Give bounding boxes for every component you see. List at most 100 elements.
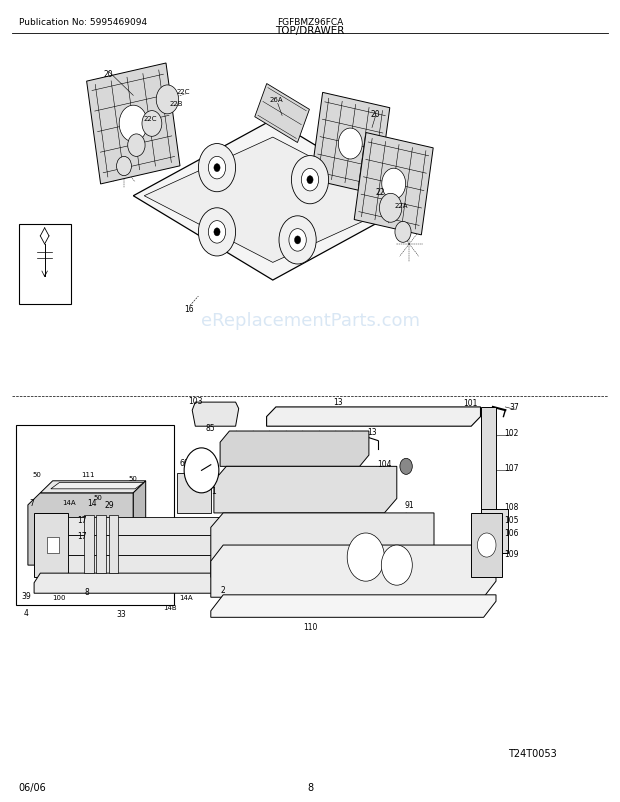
Text: 8: 8 <box>84 587 89 597</box>
Text: 2: 2 <box>221 585 226 594</box>
Bar <box>19 225 71 305</box>
Text: 13: 13 <box>367 427 377 436</box>
Text: 8: 8 <box>307 782 313 792</box>
Text: 12: 12 <box>200 472 210 481</box>
Text: 17: 17 <box>77 531 87 541</box>
Polygon shape <box>192 403 239 427</box>
Text: 26A: 26A <box>270 97 283 103</box>
Circle shape <box>142 111 162 137</box>
Text: 105: 105 <box>504 515 519 525</box>
Circle shape <box>184 448 219 493</box>
Text: 29: 29 <box>104 500 114 510</box>
Text: 06/06: 06/06 <box>19 782 46 792</box>
Text: 20: 20 <box>104 70 113 79</box>
Text: 102: 102 <box>504 428 519 438</box>
Polygon shape <box>96 515 106 573</box>
Polygon shape <box>177 473 211 513</box>
Polygon shape <box>84 515 94 573</box>
Polygon shape <box>46 537 59 553</box>
Text: 110: 110 <box>303 622 317 632</box>
Text: 50: 50 <box>32 472 41 478</box>
Text: T24T0053: T24T0053 <box>508 748 557 758</box>
Text: 100: 100 <box>52 594 66 601</box>
Circle shape <box>119 106 148 143</box>
Circle shape <box>117 157 131 176</box>
Polygon shape <box>211 545 496 597</box>
Text: 101: 101 <box>463 398 477 407</box>
Text: 14: 14 <box>87 498 97 508</box>
Text: 14A: 14A <box>179 594 193 601</box>
Polygon shape <box>133 481 146 553</box>
Circle shape <box>379 194 402 223</box>
Text: 111: 111 <box>81 472 95 478</box>
Text: 108: 108 <box>504 502 519 512</box>
Polygon shape <box>144 138 401 263</box>
Text: 50: 50 <box>129 475 138 481</box>
Polygon shape <box>28 493 133 565</box>
Text: 104: 104 <box>377 459 392 468</box>
Polygon shape <box>480 407 496 509</box>
Text: 7: 7 <box>30 498 35 508</box>
Polygon shape <box>51 483 144 489</box>
Circle shape <box>395 222 411 243</box>
Circle shape <box>198 144 236 192</box>
Text: 1: 1 <box>211 486 216 496</box>
Text: 85: 85 <box>206 423 216 433</box>
Text: 88: 88 <box>19 290 29 299</box>
Circle shape <box>289 229 306 252</box>
Polygon shape <box>34 513 68 577</box>
Text: 22C: 22C <box>177 88 190 95</box>
Polygon shape <box>40 481 146 493</box>
Text: 22B: 22B <box>170 101 184 107</box>
Text: 22C: 22C <box>144 115 157 122</box>
Polygon shape <box>133 120 412 281</box>
Polygon shape <box>267 407 480 427</box>
Text: 16: 16 <box>184 304 194 314</box>
Text: Publication No: 5995469094: Publication No: 5995469094 <box>19 18 147 26</box>
Circle shape <box>156 86 179 115</box>
Polygon shape <box>471 513 502 577</box>
Circle shape <box>208 221 226 244</box>
Polygon shape <box>68 555 214 574</box>
Text: FGFBMZ96FCA: FGFBMZ96FCA <box>277 18 343 26</box>
Text: 37: 37 <box>510 403 520 412</box>
Polygon shape <box>68 536 217 555</box>
Circle shape <box>477 533 496 557</box>
Text: 20: 20 <box>371 109 381 119</box>
Polygon shape <box>211 513 434 577</box>
Circle shape <box>208 157 226 180</box>
Circle shape <box>214 229 220 237</box>
Circle shape <box>198 209 236 257</box>
Text: TOP/DRAWER: TOP/DRAWER <box>275 26 345 36</box>
Bar <box>16 425 174 606</box>
Polygon shape <box>211 595 496 618</box>
Circle shape <box>214 164 220 172</box>
Circle shape <box>381 545 412 585</box>
Text: 22: 22 <box>376 188 386 197</box>
Polygon shape <box>255 84 309 144</box>
Circle shape <box>339 129 362 160</box>
Text: 107: 107 <box>504 463 519 472</box>
Circle shape <box>382 169 405 200</box>
Polygon shape <box>34 573 223 593</box>
Polygon shape <box>68 517 220 536</box>
Text: 60: 60 <box>179 458 189 468</box>
Text: 17: 17 <box>77 515 87 525</box>
Text: 109: 109 <box>504 549 519 558</box>
Circle shape <box>400 459 412 475</box>
Text: eReplacementParts.com: eReplacementParts.com <box>200 312 420 330</box>
Polygon shape <box>87 64 180 184</box>
Text: 91: 91 <box>404 500 414 510</box>
Text: 13: 13 <box>333 397 343 407</box>
Polygon shape <box>108 515 118 573</box>
Polygon shape <box>480 509 508 553</box>
Circle shape <box>128 135 145 157</box>
Polygon shape <box>214 467 397 513</box>
Circle shape <box>301 169 319 192</box>
Text: 14B: 14B <box>164 604 177 610</box>
Text: 33: 33 <box>116 609 126 618</box>
Polygon shape <box>311 93 390 196</box>
Text: 103: 103 <box>188 396 203 406</box>
Circle shape <box>347 533 384 581</box>
Polygon shape <box>354 133 433 236</box>
